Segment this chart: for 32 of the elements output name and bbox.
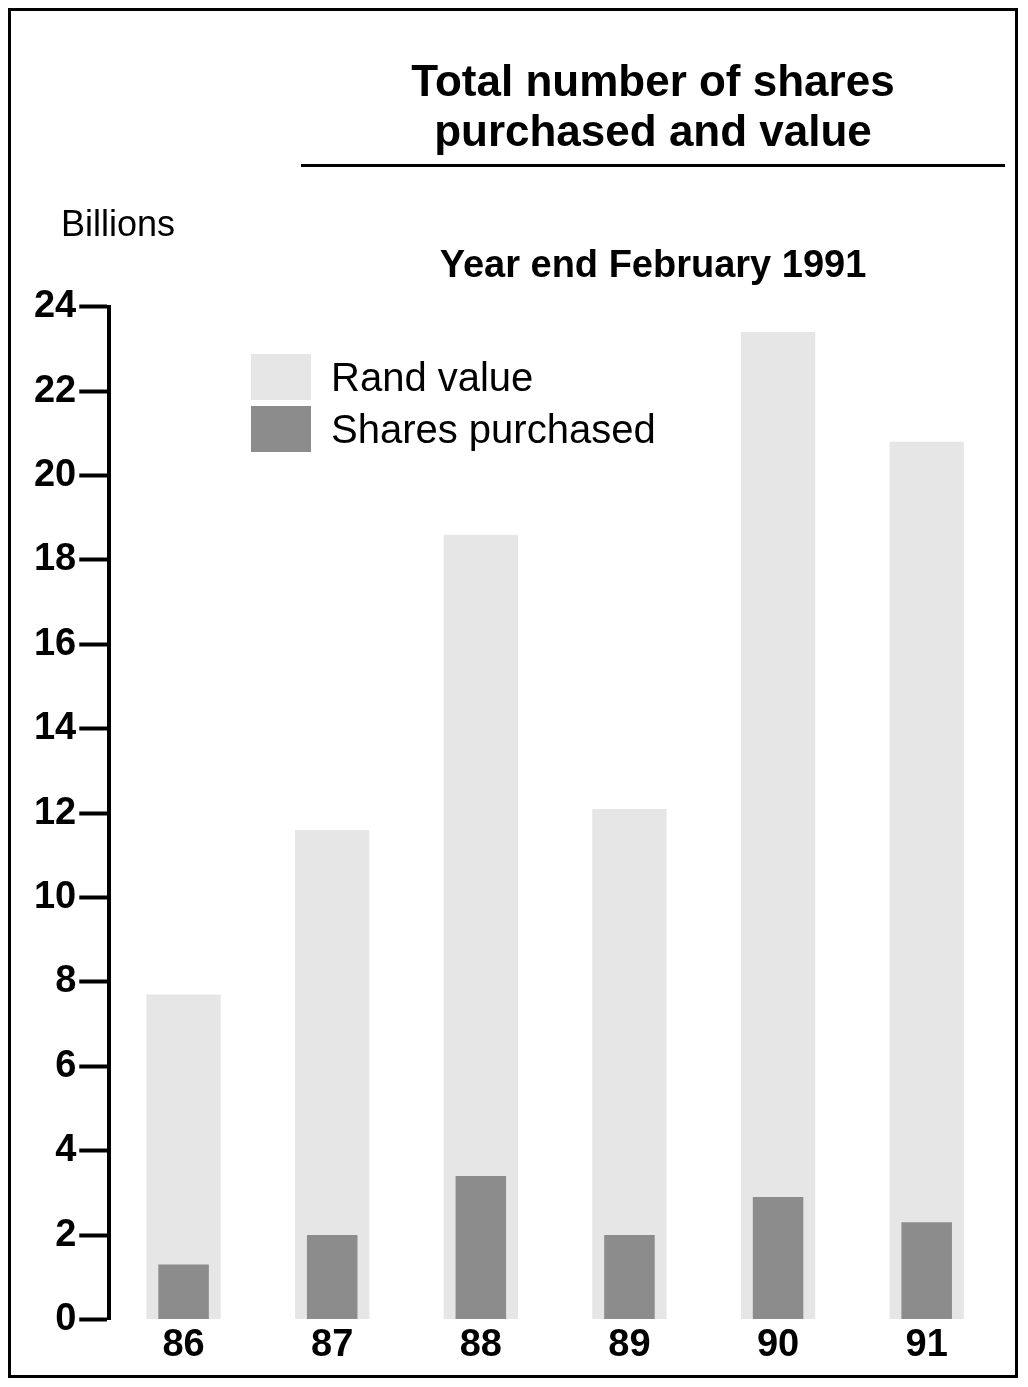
y-axis-title: Billions <box>61 203 176 245</box>
y-tick-label: 6 <box>55 1042 77 1085</box>
bar <box>306 1235 358 1319</box>
y-tick-label: 18 <box>33 536 77 579</box>
y-tick-label: 2 <box>55 1211 77 1254</box>
x-tick-label: 87 <box>311 1321 354 1364</box>
legend-label: Rand value <box>331 354 535 401</box>
y-tick-label: 12 <box>33 789 77 832</box>
x-tick-label: 91 <box>905 1321 948 1364</box>
bar <box>604 1235 655 1319</box>
chart-subtitle: Year end February 1991 <box>438 243 868 286</box>
chart-title: Total number of shares purchased and value <box>301 56 1005 167</box>
y-tick-label: 20 <box>33 452 77 495</box>
x-tick-label: 89 <box>608 1321 651 1364</box>
y-tick-label: 24 <box>33 283 77 326</box>
bar <box>455 1175 507 1319</box>
bar <box>901 1222 952 1319</box>
y-tick-label: 0 <box>55 1295 77 1338</box>
y-tick-label: 14 <box>33 705 77 748</box>
legend-label: Shares purchased <box>331 406 656 453</box>
y-tick-label: 22 <box>33 367 77 410</box>
y-tick-label: 8 <box>55 958 77 1001</box>
x-tick-label: 88 <box>459 1321 502 1364</box>
y-tick-label: 10 <box>33 873 77 916</box>
x-tick-label: 86 <box>162 1321 205 1364</box>
bar <box>740 332 816 1319</box>
x-tick-label: 90 <box>756 1321 800 1364</box>
y-tick-label: 4 <box>55 1127 77 1170</box>
bar <box>158 1264 209 1319</box>
y-tick-label: 16 <box>33 620 77 663</box>
bar <box>889 441 964 1319</box>
bar <box>752 1197 804 1319</box>
